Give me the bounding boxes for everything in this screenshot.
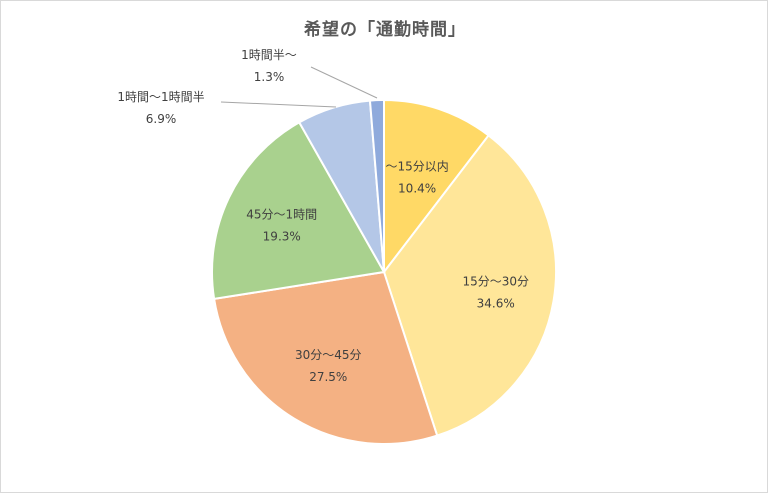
pie-slice (368, 98, 385, 273)
slice-value-label: 27.5% (309, 370, 347, 384)
pie-slice (212, 270, 439, 445)
slice-value-label: 1.3% (254, 70, 285, 84)
leader-line (310, 66, 378, 99)
pie-slice (211, 120, 386, 301)
slice-value-label: 34.6% (477, 296, 515, 310)
pie-slice (383, 98, 490, 275)
slice-category-label: 1時間～1時間半 (117, 90, 204, 104)
slice-category-label: 1時間半～ (241, 48, 297, 62)
slice-category-label: 30分～45分 (295, 348, 362, 362)
pie-slice (382, 134, 557, 437)
slice-value-label: 6.9% (146, 112, 177, 126)
chart-title: 希望の「通勤時間」 (304, 20, 466, 40)
slice-category-label: 45分～1時間 (246, 208, 317, 222)
slice-category-label: ～15分以内 (385, 159, 448, 173)
slice-value-label: 19.3% (263, 230, 301, 244)
slice-value-label: 10.4% (398, 181, 436, 195)
slice-category-label: 15分～30分 (462, 274, 529, 288)
leader-line (220, 101, 337, 108)
